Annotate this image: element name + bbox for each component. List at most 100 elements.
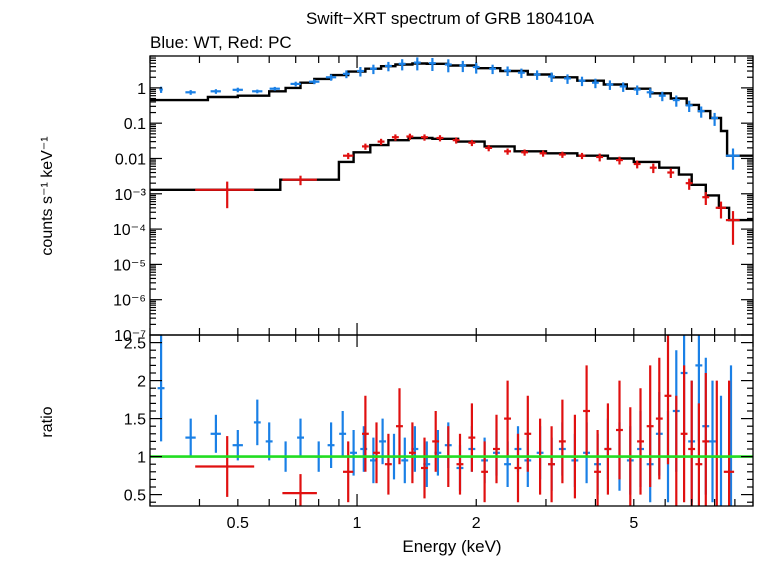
x-tick-label: 5 [629,515,638,532]
pc-data-point-1 [282,175,317,186]
wt-ratio-point-4 [253,399,261,446]
pc-ratio-point-7 [409,422,416,484]
ratio-y-tick-label: 2.5 [124,336,146,353]
pc-ratio-point-23 [594,430,601,506]
y-tick-label: 10⁻⁷ [114,328,146,345]
spectrum-panel [150,57,753,245]
pc-data-point-23 [702,192,710,205]
pc-ratio-point-0 [195,436,255,497]
ratio-axis-label: ratio [39,406,56,437]
pc-ratio-point-37 [723,380,735,506]
x-tick-label: 2 [472,515,481,532]
x-tick-label: 0.5 [227,515,249,532]
wt-data-point-22 [533,70,541,80]
pc-data-point-8 [436,135,444,142]
pc-ratio-point-5 [384,433,392,495]
wt-data-point-25 [578,76,586,87]
wt-ratio-point-0 [157,335,165,442]
wt-data-point-16 [444,59,452,73]
wt-data-point-10 [357,67,364,77]
ratio-y-tick-label: 0.5 [124,488,146,505]
wt-data-point-21 [517,68,525,79]
pc-ratio-point-4 [373,422,380,484]
pc-ratio-point-3 [362,395,369,472]
y-tick-label: 10⁻³ [114,187,146,204]
wt-data-point-29 [633,85,641,95]
wt-ratio-point-16 [401,437,409,484]
ratio-frame [149,334,754,507]
wt-data-point-24 [564,74,571,84]
pc-data-point-22 [685,178,693,190]
pc-ratio-point-35 [702,373,710,506]
wt-data-point-30 [646,88,654,98]
pc-ratio-point-8 [421,437,428,499]
pc-ratio-point-13 [481,441,488,503]
pc-data-point-25 [725,211,740,245]
pc-ratio-point-15 [504,380,511,457]
pc-data-point-13 [521,149,528,156]
wt-data-point-26 [592,78,599,89]
pc-data-point-15 [558,151,566,158]
wt-ratio-point-46 [709,380,716,503]
pc-ratio-point-28 [646,365,654,487]
wt-data-point-9 [342,70,350,79]
wt-data-point-13 [398,59,406,71]
pc-data-point-24 [715,201,726,219]
y-tick-label: 0.1 [124,116,146,133]
wt-data-point-15 [428,58,436,71]
pc-ratio-point-17 [524,395,532,472]
wt-data-point-19 [489,64,496,75]
wt-data-point-28 [619,82,627,92]
wt-data-point-17 [459,60,467,73]
pc-data-point-3 [362,143,369,150]
y-tick-label: 10⁻⁶ [113,293,146,310]
wt-data-point-2 [210,89,221,94]
wt-data-point-32 [672,95,680,107]
pc-ratio-point-34 [695,403,703,506]
wt-data-point-33 [685,100,693,112]
wt-data-point-4 [252,89,263,94]
wt-data-point-5 [269,86,280,91]
pc-model-curve [150,136,753,222]
x-tick-label: 1 [353,515,362,532]
wt-data-point-6 [290,81,301,87]
pc-ratio-point-33 [688,380,696,506]
wt-ratio-point-10 [339,411,347,457]
pc-ratio-point-6 [396,388,403,465]
wt-data-point-20 [504,66,511,76]
pc-data-point-16 [578,152,586,160]
wt-data-point-34 [697,106,705,118]
pc-ratio-point-1 [282,474,317,506]
y-tick-label: 10⁻⁵ [113,257,146,274]
y-tick-label: 0.01 [115,152,146,169]
pc-ratio-point-19 [548,426,555,503]
pc-ratio-point-32 [680,365,688,503]
pc-data-point-2 [343,152,354,160]
pc-data-point-20 [649,163,657,174]
chart-subtitle: Blue: WT, Red: PC [150,33,292,52]
wt-ratio-point-5 [265,422,273,461]
wt-data-point-23 [548,72,555,82]
y-tick-label: 1 [137,81,146,98]
wt-data-point-35 [711,112,718,126]
pc-ratio-point-25 [616,380,623,480]
pc-data-point-9 [452,137,460,144]
wt-ratio-point-11 [350,430,357,476]
ratio-y-tick-label: 2 [137,374,146,391]
pc-data-point-21 [667,168,675,178]
wt-data-point-8 [325,74,337,81]
wt-data-point-27 [606,80,614,90]
ratio-y-tick-label: 1.5 [124,412,146,429]
pc-ratio-point-14 [493,414,500,484]
pc-ratio-point-9 [432,411,440,472]
wt-data-point-3 [232,87,243,93]
wt-data-point-12 [384,61,392,72]
pc-data-point-7 [421,134,428,141]
wt-ratio-point-7 [297,418,304,457]
pc-data-point-18 [616,156,623,165]
pc-data-point-19 [633,160,641,169]
wt-ratio-point-1 [185,418,196,457]
